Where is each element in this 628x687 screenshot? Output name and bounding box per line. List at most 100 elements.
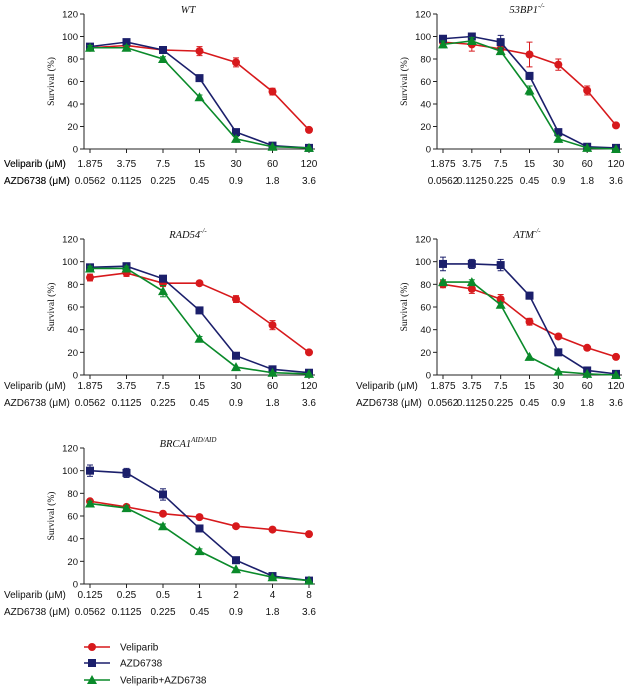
dose-value: 120 (608, 159, 625, 170)
dose-value: 1.8 (266, 176, 280, 187)
data-point (121, 263, 132, 273)
dose-value: 15 (524, 381, 536, 392)
y-tick-label: 20 (420, 348, 431, 359)
data-point (524, 85, 535, 95)
dose-value: 1.875 (77, 159, 102, 170)
data-point (195, 74, 204, 83)
dose-value: 0.9 (229, 398, 243, 409)
dose-value: 120 (301, 381, 318, 392)
data-point (305, 530, 313, 539)
dose-value: 3.75 (117, 381, 137, 392)
y-tick-label: 60 (67, 512, 78, 523)
data-point (612, 121, 620, 130)
y-tick-label: 20 (67, 557, 78, 568)
series-line (89, 44, 310, 131)
data-point (612, 352, 620, 361)
legend-label: Veliparib+AZD6738 (120, 676, 207, 687)
y-axis-label: Survival (%) (46, 283, 57, 332)
panel-title: BRCA1AID/AID (160, 436, 217, 450)
y-tick-label: 120 (415, 235, 431, 246)
data-point (268, 525, 277, 534)
dose-value: 0.225 (488, 176, 513, 187)
dose-value: 0.0562 (428, 398, 459, 409)
chart-panel-3: 0 20 40 60 80 100 120 Survival (%) RAD54-/- Velip… (4, 227, 318, 409)
legend-marker (87, 675, 97, 684)
dose-value: 60 (267, 159, 279, 170)
data-point (554, 128, 563, 137)
dose-value: 0.0562 (75, 176, 106, 187)
data-point (86, 273, 94, 282)
y-tick-label: 40 (67, 534, 78, 545)
data-point (496, 38, 505, 47)
y-tick-label: 60 (67, 303, 78, 314)
dose-value: 3.6 (302, 607, 316, 618)
data-point (438, 39, 448, 49)
dose-value: 0.45 (190, 176, 210, 187)
data-point (524, 351, 535, 361)
data-point (267, 367, 278, 377)
dose-value: 0.1125 (112, 398, 142, 409)
dose-value: 1.875 (430, 381, 455, 392)
dose-value: 1.875 (77, 381, 102, 392)
dose-value: 1.875 (430, 159, 455, 170)
y-tick-label: 80 (67, 489, 78, 500)
data-point (467, 284, 476, 293)
dose-value: 0.9 (229, 176, 243, 187)
data-point (159, 509, 167, 518)
dose-value: 0.225 (150, 607, 175, 618)
dose-row-label: Veliparib (μM) (4, 381, 66, 392)
data-point (122, 468, 131, 477)
data-point (304, 142, 314, 152)
dose-value: 3.6 (302, 176, 316, 187)
dose-value: 30 (230, 381, 242, 392)
panel-title: 53BP1-/- (509, 2, 545, 16)
data-point (466, 36, 477, 45)
dose-value: 15 (194, 381, 206, 392)
dose-row-label: Veliparib (μM) (4, 159, 66, 170)
data-point (304, 368, 314, 378)
dose-value: 3.6 (302, 398, 316, 409)
y-tick-label: 0 (73, 580, 78, 591)
data-point (495, 299, 506, 309)
dose-value: 0.1125 (457, 176, 487, 187)
dose-value: 60 (582, 159, 594, 170)
data-point (466, 277, 477, 287)
dose-value: 7.5 (156, 381, 170, 392)
dose-value: 0.25 (117, 590, 137, 601)
y-tick-label: 80 (67, 280, 78, 291)
data-point (231, 564, 241, 574)
data-point (268, 87, 277, 96)
y-tick-label: 0 (426, 371, 431, 382)
y-tick-label: 40 (420, 325, 431, 336)
data-point (496, 261, 505, 270)
chart-panel-5: 0 20 40 60 80 100 120 Survival (%) BRCA1AID/AID V… (4, 436, 316, 618)
y-tick-label: 80 (420, 55, 431, 66)
dose-value: 0.225 (150, 176, 175, 187)
data-point (611, 370, 621, 379)
data-point (121, 42, 132, 52)
y-tick-label: 60 (420, 77, 431, 88)
dose-value: 30 (230, 159, 242, 170)
y-tick-label: 80 (67, 55, 78, 66)
chart-panel-2: 0 20 40 60 80 100 120 Survival (%) 53BP1-/- Velip… (4, 2, 625, 187)
data-point (304, 575, 314, 585)
y-tick-label: 40 (67, 325, 78, 336)
dose-row-label: Veliparib (μM) (4, 159, 66, 170)
data-point (86, 466, 94, 475)
panel-title: RAD54-/- (168, 227, 207, 241)
data-point (495, 46, 506, 56)
y-tick-label: 120 (62, 235, 78, 246)
dose-value: 30 (553, 381, 565, 392)
dose-value: 0.0562 (75, 607, 106, 618)
chart-panel-4: 0 20 40 60 80 100 120 Survival (%) ATM-/- Velipar… (356, 227, 625, 409)
dose-value: 60 (582, 381, 594, 392)
data-point (554, 348, 563, 357)
data-point (525, 71, 534, 80)
data-point (195, 279, 204, 288)
dose-value: 3.6 (609, 176, 623, 187)
dose-value: 0.225 (488, 398, 513, 409)
y-tick-label: 60 (67, 77, 78, 88)
data-point (232, 522, 240, 531)
data-point (232, 58, 240, 67)
